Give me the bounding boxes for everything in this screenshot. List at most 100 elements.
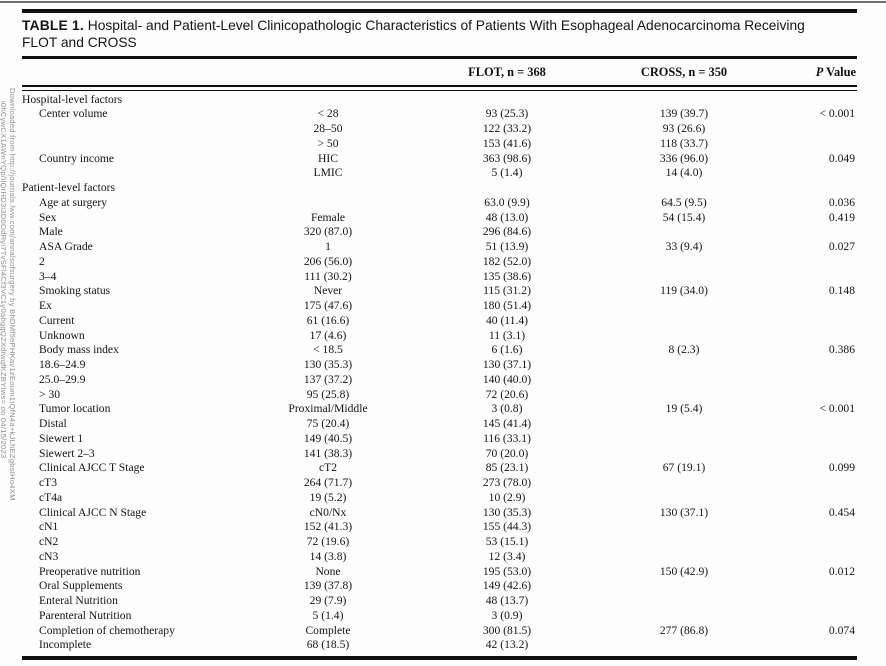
table-caption: TABLE 1. Hospital- and Patient-Level Cli… <box>22 17 857 52</box>
row-label: cN2 <box>39 535 59 548</box>
row-category: 29 (7.9) <box>309 594 347 607</box>
row-category: < 18.5 <box>313 343 343 357</box>
row-label: Distal <box>39 417 67 430</box>
row-p-value <box>776 93 857 108</box>
table-row: Incomplete 68 (18.5) 42 (13.2) <box>22 638 857 653</box>
row-label: Enteral Nutrition <box>39 594 118 607</box>
table-number: TABLE 1. <box>22 17 84 33</box>
row-category: HIC <box>318 151 338 165</box>
top-rule <box>22 9 857 13</box>
row-flot-value: 155 (44.3) <box>482 520 532 534</box>
row-category: 130 (35.3) <box>303 358 353 371</box>
row-flot-value: 116 (33.1) <box>483 431 531 445</box>
table-row: Male 320 (87.0) 296 (84.6) <box>22 225 857 240</box>
row-flot-value: 53 (15.1) <box>485 535 529 548</box>
row-p-value <box>776 609 857 624</box>
row-p-value <box>776 358 857 373</box>
row-label: Clinical AJCC N Stage <box>39 505 147 519</box>
row-label: Unknown <box>39 328 85 342</box>
row-label: Male <box>39 225 63 239</box>
table-title-line1: Hospital- and Patient-Level Clinicopatho… <box>87 17 805 33</box>
row-p-value <box>776 550 857 565</box>
table-1: TABLE 1. Hospital- and Patient-Level Cli… <box>22 9 857 660</box>
row-cross-value <box>592 181 776 196</box>
table-row: Smoking status Never 115 (31.2) 119 (34.… <box>22 284 857 299</box>
row-cross-value <box>592 432 776 447</box>
row-p-value: < 0.001 <box>819 107 855 121</box>
row-category: 19 (5.2) <box>309 490 347 504</box>
table-row: Country income HIC 363 (98.6) 336 (96.0)… <box>22 152 857 167</box>
row-flot-value: 40 (11.4) <box>485 313 529 327</box>
row-category <box>234 93 422 108</box>
table-header-row: FLOT, n = 368 CROSS, n = 350 P Value <box>22 59 857 85</box>
row-category: Proximal/Middle <box>288 402 368 416</box>
row-category: 175 (47.6) <box>303 299 353 312</box>
row-p-value <box>776 137 857 152</box>
row-flot-value: 130 (35.3) <box>482 505 532 519</box>
table-row: Clinical AJCC N Stage cN0/Nx 130 (35.3) … <box>22 506 857 521</box>
row-category: 75 (20.4) <box>306 417 350 430</box>
row-p-value <box>776 491 857 506</box>
table-row: Unknown 17 (4.6) 11 (3.1) <box>22 329 857 344</box>
row-flot-value: 5 (1.4) <box>491 166 523 180</box>
row-flot-value: 93 (25.3) <box>485 107 529 121</box>
row-cross-value <box>592 255 776 270</box>
table-row: cN1 152 (41.3) 155 (44.3) <box>22 520 857 535</box>
table-row: Oral Supplements 139 (37.8) 149 (42.6) <box>22 579 857 594</box>
row-flot-value: 180 (51.4) <box>482 299 532 312</box>
row-category: < 28 <box>317 107 339 121</box>
row-category: 5 (1.4) <box>312 608 344 622</box>
row-cross-value: 119 (34.0) <box>660 284 708 298</box>
row-flot-value: 149 (42.6) <box>482 579 532 593</box>
table-row: cT4a 19 (5.2) 10 (2.9) <box>22 491 857 506</box>
row-cross-value: 14 (4.0) <box>665 166 703 180</box>
row-category: 139 (37.8) <box>303 579 353 593</box>
row-label: ASA Grade <box>39 240 93 253</box>
table-row: Completion of chemotherapy Complete 300 … <box>22 624 857 639</box>
table-row: cT3 264 (71.7) 273 (78.0) <box>22 476 857 491</box>
row-label <box>22 137 234 152</box>
row-flot-value: 48 (13.7) <box>485 594 529 607</box>
row-label: 3–4 <box>39 269 57 283</box>
row-p-value: 0.386 <box>828 343 855 357</box>
row-cross-value <box>592 520 776 535</box>
row-label: Oral Supplements <box>39 579 123 593</box>
row-cross-value: 19 (5.4) <box>665 402 703 416</box>
row-p-value <box>776 270 857 285</box>
row-cross-value <box>592 476 776 491</box>
row-p-value: < 0.001 <box>819 402 855 416</box>
table-body: Hospital-level factors Center volume < 2… <box>22 91 857 657</box>
row-cross-value <box>592 358 776 373</box>
row-category: 141 (38.3) <box>303 446 353 460</box>
row-label: Tumor location <box>39 402 111 416</box>
table-row: > 50 153 (41.6) 118 (33.7) <box>22 137 857 152</box>
row-flot-value: 153 (41.6) <box>482 136 532 150</box>
row-category: 72 (19.6) <box>306 535 350 548</box>
download-watermark-line1: Downloaded from http://journals.lww.com/… <box>8 88 17 501</box>
row-cross-value <box>592 329 776 344</box>
row-flot-value: 296 (84.6) <box>482 225 532 239</box>
row-flot-value: 10 (2.9) <box>488 490 526 504</box>
row-flot-value: 145 (41.4) <box>482 417 532 430</box>
row-p-value <box>776 594 857 609</box>
row-p-value: 0.148 <box>828 284 855 298</box>
row-label: 25.0–29.9 <box>39 372 86 386</box>
table-row: Patient-level factors <box>22 181 857 196</box>
row-flot-value: 182 (52.0) <box>482 254 532 268</box>
table-row: Center volume < 28 93 (25.3) 139 (39.7) … <box>22 107 857 122</box>
row-p-value: 0.049 <box>828 151 855 165</box>
row-p-value: 0.036 <box>828 195 855 209</box>
row-p-value <box>776 579 857 594</box>
row-cross-value: 33 (9.4) <box>665 240 703 253</box>
row-p-value <box>776 373 857 388</box>
row-cross-value <box>592 314 776 329</box>
row-p-value: 0.012 <box>828 564 855 578</box>
row-flot-value: 115 (31.2) <box>483 284 531 298</box>
row-category: 17 (4.6) <box>309 328 347 342</box>
header-flot-column: FLOT, n = 368 <box>468 65 546 79</box>
table-row: Siewert 2–3 141 (38.3) 70 (20.0) <box>22 447 857 462</box>
row-cross-value: 130 (37.1) <box>659 505 709 519</box>
row-cross-value <box>592 299 776 314</box>
row-label: Parenteral Nutrition <box>39 608 132 622</box>
row-cross-value: 277 (86.8) <box>659 623 709 637</box>
